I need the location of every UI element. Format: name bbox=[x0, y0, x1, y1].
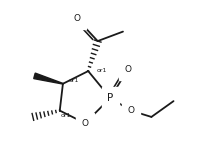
Text: O: O bbox=[74, 15, 81, 23]
Text: or1: or1 bbox=[97, 68, 107, 73]
Text: O: O bbox=[127, 106, 134, 115]
Text: O: O bbox=[124, 65, 131, 74]
Text: P: P bbox=[107, 93, 113, 103]
Polygon shape bbox=[34, 73, 63, 84]
Text: or1: or1 bbox=[61, 112, 71, 118]
Text: O: O bbox=[82, 119, 89, 128]
Text: or1: or1 bbox=[69, 78, 79, 83]
